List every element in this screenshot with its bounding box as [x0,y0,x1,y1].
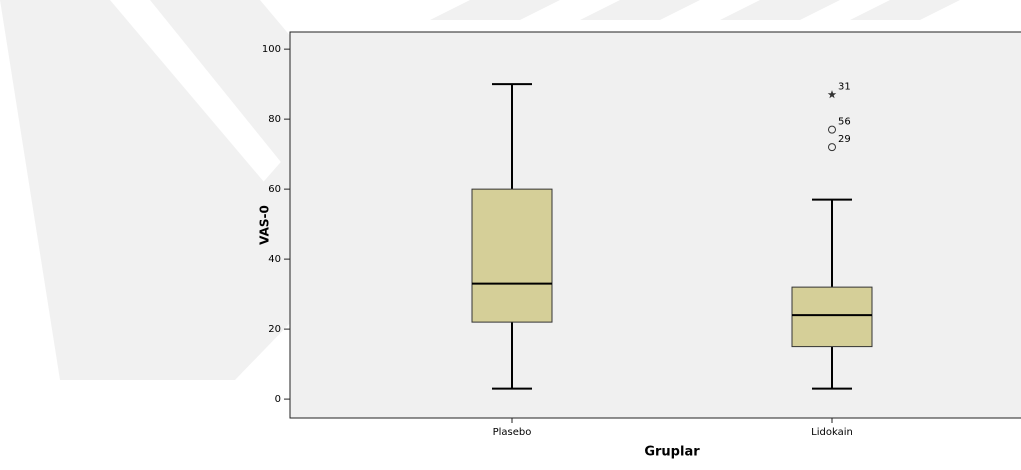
box [792,287,872,346]
box [472,189,552,322]
watermark-shape [850,0,960,20]
watermark-shape [580,0,700,20]
y-tick-label: 20 [268,324,281,335]
chart: VAS-0 Gruplar 0 20 40 60 80 100 Plasebo Lidokai… [0,0,1021,466]
watermark-shape [720,0,840,20]
y-tick-label: 100 [262,44,281,55]
y-tick-label: 40 [268,254,281,265]
x-tick-label: Lidokain [811,427,853,438]
x-tick-label: Plasebo [493,427,532,438]
y-tick-label: 60 [268,184,281,195]
y-axis-title: VAS-0 [258,205,272,245]
y-tick-label: 80 [268,114,281,125]
outlier-label: 29 [838,134,851,145]
page: {"chart_data": {"type": "box", "x_label"… [0,0,1021,470]
watermark-shape [430,0,560,20]
outlier-label: 56 [838,117,851,128]
extreme-label: 31 [838,82,851,93]
x-axis-title: Gruplar [644,445,700,460]
y-tick-label: 0 [275,394,281,405]
plot-area [290,32,1021,418]
